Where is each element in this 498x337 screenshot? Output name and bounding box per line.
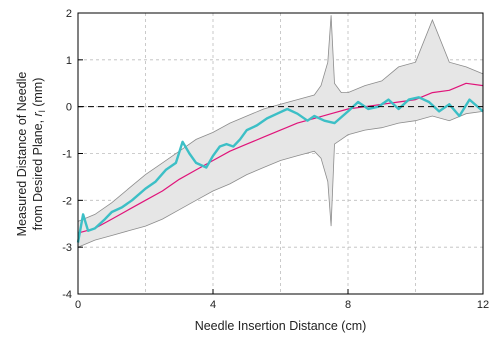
- y-tick-label: -4: [62, 289, 72, 301]
- series-mean-line: [77, 82, 484, 234]
- band-lower-edge: [77, 111, 484, 248]
- x-axis-label: Needle Insertion Distance (cm): [195, 319, 367, 333]
- x-tick-label: 12: [477, 299, 489, 311]
- y-axis-label-line2: from Desired Plane, rl (mm): [31, 78, 47, 231]
- y-tick-label: -3: [62, 242, 72, 254]
- y-tick-label: 0: [66, 102, 72, 114]
- y-axis-label-prefix: from Desired Plane,: [31, 116, 45, 230]
- y-axis-label-subscript: l: [37, 110, 47, 112]
- y-axis-label-variable: r: [31, 111, 45, 116]
- y-tick-label: 2: [66, 8, 72, 20]
- y-axis-label-line1: Measured Distance of Needle: [15, 72, 29, 237]
- y-tick-label: -2: [62, 195, 72, 207]
- band-area: [78, 15, 483, 248]
- x-tick-label: 0: [75, 299, 81, 311]
- y-axis-label-suffix: (mm): [31, 78, 45, 111]
- series-single-line: [76, 96, 484, 243]
- x-tick-label: 4: [210, 299, 216, 311]
- x-tick-label: 8: [345, 299, 351, 311]
- band-upper-edge: [77, 15, 484, 222]
- series-group: [76, 82, 484, 243]
- y-tick-label: 1: [66, 55, 72, 67]
- y-tick-label: -1: [62, 149, 72, 161]
